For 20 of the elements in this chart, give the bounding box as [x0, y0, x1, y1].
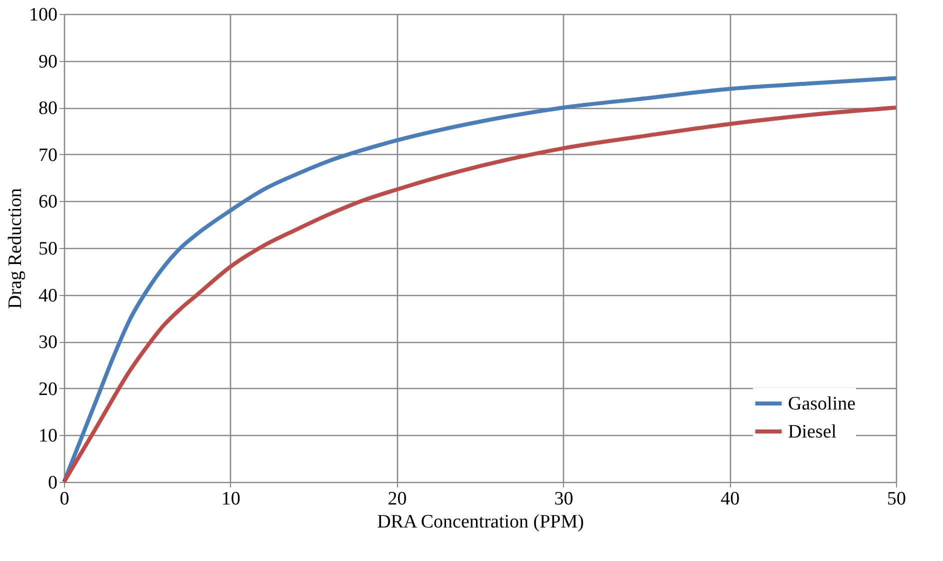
- x-tick-label: 20: [388, 488, 407, 510]
- y-tick-label: 60: [38, 192, 58, 213]
- x-tick-label: 10: [221, 488, 240, 510]
- legend-label: Diesel: [788, 422, 837, 442]
- x-tick-label: 40: [720, 488, 740, 510]
- y-tick-label: 90: [38, 51, 58, 72]
- y-axis-title: Drag Reduction: [5, 188, 26, 309]
- x-tick-label: 30: [554, 488, 574, 510]
- x-axis-title: DRA Concentration (PPM): [377, 512, 584, 532]
- y-tick-label: 30: [38, 332, 58, 354]
- y-tick-label: 10: [38, 426, 58, 447]
- y-tick-label: 0: [48, 472, 58, 494]
- y-tick-label: 100: [29, 4, 58, 26]
- y-tick-label: 80: [38, 98, 58, 120]
- y-tick-label: 50: [38, 238, 58, 260]
- y-tick-label: 40: [38, 285, 58, 306]
- y-tick-label: 70: [38, 144, 58, 166]
- y-tick-label: 20: [38, 378, 58, 400]
- x-tick-label: 50: [887, 488, 906, 510]
- legend-label: Gasoline: [788, 394, 856, 414]
